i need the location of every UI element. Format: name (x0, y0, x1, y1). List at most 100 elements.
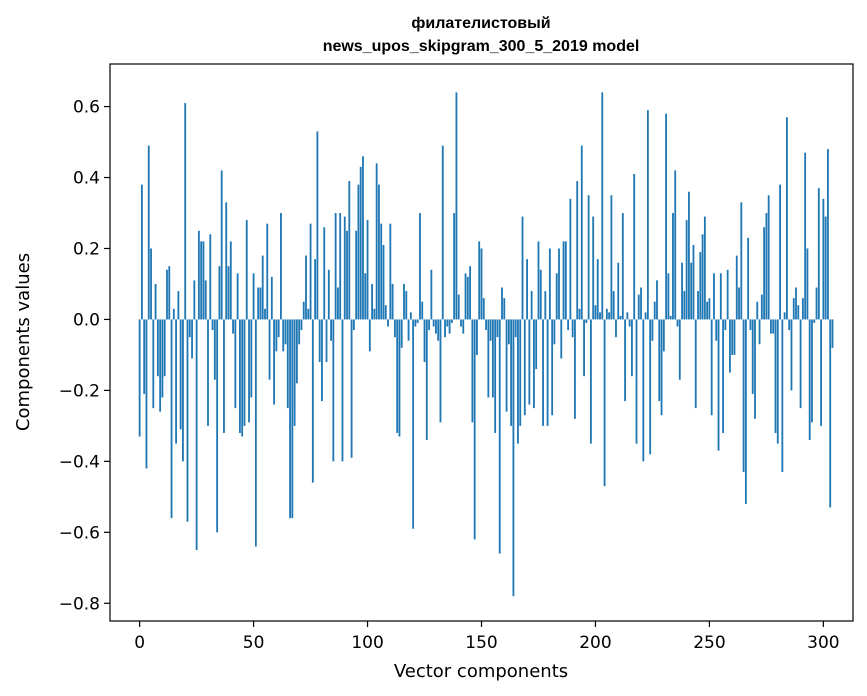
bar (416, 319, 419, 323)
bar (744, 319, 747, 504)
bar (366, 220, 369, 320)
bar (674, 170, 677, 320)
bar (644, 312, 647, 320)
bar (289, 319, 291, 519)
bar (435, 319, 437, 334)
bar (615, 319, 617, 338)
bar (403, 283, 405, 320)
bar (656, 280, 658, 320)
bar (731, 319, 734, 355)
bar (713, 273, 715, 320)
bar (409, 312, 412, 320)
bar (523, 319, 526, 416)
bar (355, 230, 358, 320)
bar (227, 266, 230, 320)
bar (359, 166, 362, 320)
bar (159, 319, 162, 412)
bar (380, 223, 383, 320)
y-tick-label: −0.2 (59, 381, 100, 401)
bar (298, 319, 301, 345)
bar (473, 319, 476, 540)
bar (170, 319, 173, 519)
x-tick-label: 50 (243, 633, 265, 653)
bar (578, 308, 581, 320)
bar (676, 319, 679, 327)
bar (553, 319, 556, 345)
x-tick-label: 250 (693, 633, 725, 653)
bar (425, 319, 428, 441)
y-tick-label: −0.4 (59, 452, 100, 472)
bar (519, 319, 522, 426)
bar (555, 273, 558, 320)
bar (599, 312, 601, 320)
bar (437, 319, 440, 341)
bar (683, 291, 686, 320)
bar (776, 319, 779, 444)
bar (368, 319, 371, 352)
bar (348, 181, 351, 320)
bar (318, 319, 321, 363)
bar (601, 92, 604, 320)
bar (446, 319, 449, 327)
bar (480, 248, 483, 320)
bar (542, 319, 544, 426)
bar (343, 216, 346, 320)
bar (631, 319, 633, 377)
bar (202, 241, 205, 320)
bar (767, 195, 770, 320)
bar (229, 241, 232, 320)
bar (813, 319, 816, 323)
bar (302, 301, 305, 320)
bar (831, 319, 834, 348)
bar (177, 291, 180, 320)
bar (585, 319, 588, 323)
bar (715, 319, 718, 341)
bar (204, 280, 207, 320)
bar (450, 319, 453, 323)
bar (722, 319, 724, 433)
bar (783, 312, 786, 320)
bar (241, 319, 244, 437)
bar (307, 308, 310, 320)
bar (646, 110, 649, 320)
bar (619, 315, 622, 320)
bar (350, 319, 353, 458)
bar (703, 216, 706, 320)
bar (152, 319, 155, 409)
bar (558, 248, 560, 320)
bar (658, 319, 661, 402)
y-tick-label: 0.6 (73, 98, 100, 118)
bar (530, 291, 533, 320)
bar (362, 156, 364, 320)
bar (200, 241, 203, 320)
bar (640, 287, 642, 320)
bar (391, 283, 394, 320)
bar (754, 319, 756, 419)
bar (378, 184, 380, 320)
bar (339, 213, 342, 320)
bar (694, 319, 697, 409)
bar (804, 152, 807, 320)
bar (765, 213, 768, 320)
bar (293, 319, 296, 426)
bar (143, 319, 146, 394)
bar (236, 273, 239, 320)
bar (218, 266, 221, 320)
y-tick-label: 0.2 (73, 239, 100, 259)
bar (469, 266, 472, 320)
bar (537, 241, 540, 320)
bar (195, 319, 198, 551)
bar (548, 248, 551, 320)
bar (163, 319, 166, 377)
bar (184, 103, 187, 320)
bar (207, 319, 209, 426)
bar (505, 319, 508, 412)
bar (161, 319, 164, 398)
bar (145, 319, 148, 469)
bar (653, 301, 656, 320)
bar (822, 198, 825, 320)
bar (790, 319, 793, 391)
bar (706, 301, 709, 320)
bar-series (138, 92, 834, 597)
bar (535, 319, 538, 370)
